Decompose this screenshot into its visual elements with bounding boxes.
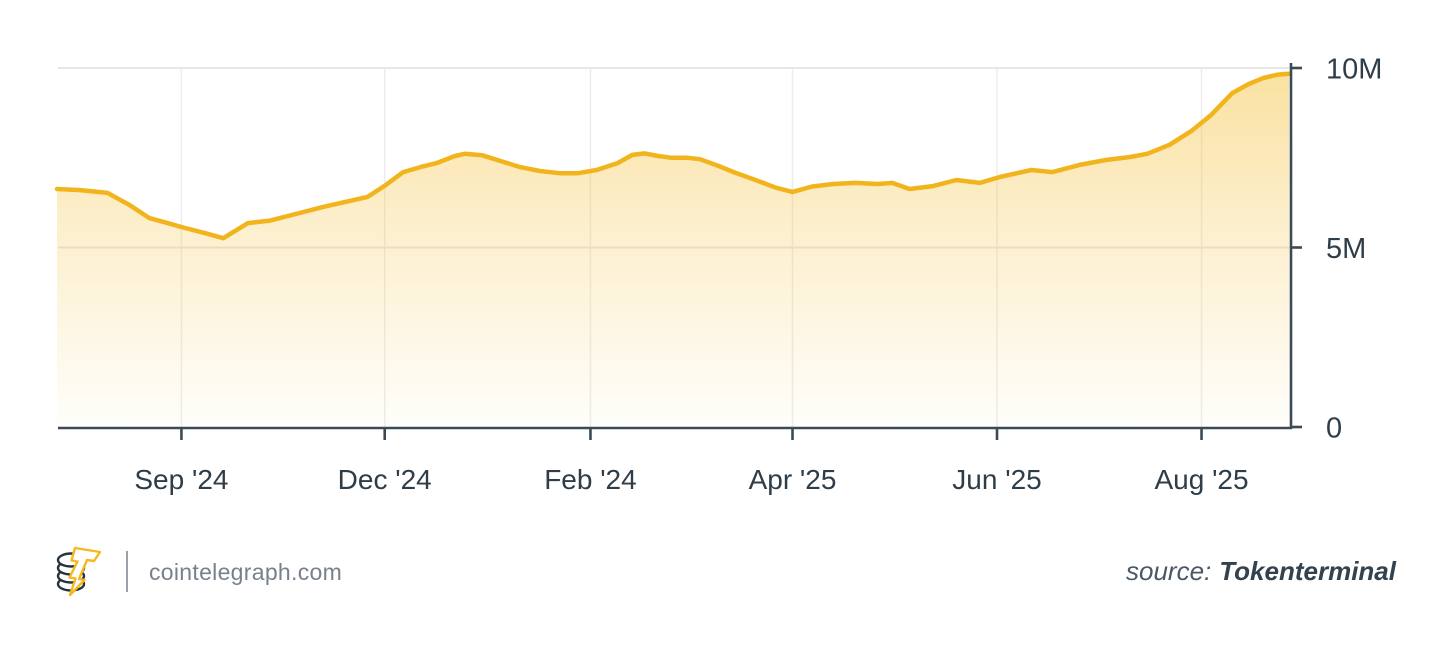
lightning-bolt-icon xyxy=(68,546,102,597)
x-tick-label: Aug '25 xyxy=(1154,464,1248,495)
x-tick-label: Jun '25 xyxy=(952,464,1041,495)
x-tick-label: Sep '24 xyxy=(134,464,228,495)
axes xyxy=(58,63,1302,440)
footer-divider xyxy=(126,551,128,592)
x-tick-label: Feb '24 xyxy=(544,464,637,495)
source-line: source: Tokenterminal xyxy=(1126,556,1396,587)
y-axis-labels: 0 5M 10M xyxy=(1326,54,1382,445)
data-line xyxy=(54,71,1292,241)
area-fill xyxy=(57,73,1289,427)
x-axis-labels: Sep '24 Dec '24 Feb '24 Apr '25 Jun '25 Aug '… xyxy=(134,464,1248,495)
area-chart: Sep '24 Dec '24 Feb '24 Apr '25 Jun '25 Aug '… xyxy=(54,54,1382,495)
y-tick-label: 10M xyxy=(1326,54,1382,86)
source-name: Tokenterminal xyxy=(1219,556,1396,586)
x-tick-label: Apr '25 xyxy=(749,464,837,495)
source-label: source: xyxy=(1125,556,1212,586)
cointelegraph-logo xyxy=(56,543,104,597)
chart-footer: cointelegraph.com source: Tokenterminal xyxy=(0,540,1450,652)
x-tick-label: Dec '24 xyxy=(338,464,432,495)
coin-stack-icon xyxy=(56,546,102,597)
y-tick-label: 0 xyxy=(1326,413,1342,445)
y-tick-label: 5M xyxy=(1326,233,1366,265)
site-label: cointelegraph.com xyxy=(149,559,343,585)
